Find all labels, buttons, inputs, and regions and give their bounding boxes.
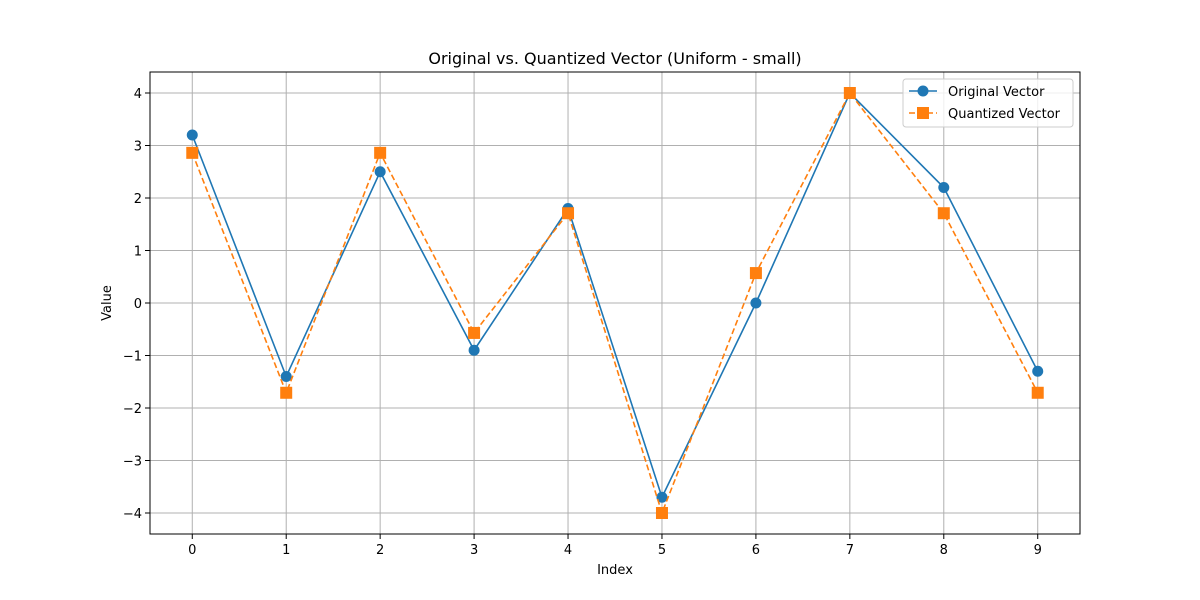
x-tick-label: 9 <box>1034 543 1042 558</box>
data-point <box>280 371 292 382</box>
data-point <box>750 297 762 309</box>
data-point <box>938 182 950 193</box>
x-tick-label: 1 <box>282 543 290 558</box>
legend-label: Quantized Vector <box>948 107 1061 122</box>
y-tick-label: 2 <box>134 192 142 207</box>
legend-marker <box>917 107 929 119</box>
data-point <box>280 386 293 399</box>
series-line <box>191 91 1039 516</box>
y-tick-label: 1 <box>134 245 142 260</box>
data-point <box>843 87 856 99</box>
axis-ticks: 0 1 2 3 4 5 6 7 8 9 −4 −3 −2 −1 0 1 2 3 4 <box>123 87 1042 558</box>
y-tick-label: −4 <box>123 507 142 522</box>
chart-title: Original vs. Quantized Vector (Uniform -… <box>428 49 801 68</box>
x-tick-label: 5 <box>658 543 666 558</box>
data-point <box>186 129 198 141</box>
data-point <box>655 507 668 519</box>
series-original-vector <box>186 87 1044 503</box>
legend-entry: Quantized Vector <box>909 107 1061 122</box>
series-layer <box>186 87 1044 519</box>
data-point <box>1032 365 1044 377</box>
data-point <box>937 207 950 220</box>
series-quantized-vector <box>186 87 1044 519</box>
legend: Original Vector Quantized Vector <box>902 78 1074 128</box>
legend-entry: Original Vector <box>909 85 1045 100</box>
data-point <box>374 146 387 159</box>
data-point <box>468 344 480 356</box>
y-tick-label: 3 <box>134 140 142 155</box>
x-tick-label: 0 <box>188 543 196 558</box>
data-point <box>749 267 762 280</box>
data-point <box>186 146 199 159</box>
data-point <box>656 491 668 503</box>
legend-marker <box>917 85 929 97</box>
x-tick-label: 6 <box>752 543 760 558</box>
series-line <box>191 91 1039 500</box>
y-tick-label: 0 <box>134 297 142 312</box>
x-tick-label: 2 <box>376 543 384 558</box>
data-point <box>374 166 386 178</box>
x-tick-label: 3 <box>470 543 478 558</box>
y-tick-label: 4 <box>134 87 142 102</box>
legend-label: Original Vector <box>948 85 1045 100</box>
x-tick-label: 8 <box>940 543 948 558</box>
legend-box <box>902 78 1074 128</box>
x-tick-label: 4 <box>564 543 572 558</box>
y-tick-label: −3 <box>123 455 142 470</box>
data-point <box>468 326 481 339</box>
data-point <box>1031 386 1044 399</box>
y-axis-title: Value <box>100 285 115 321</box>
x-tick-label: 7 <box>846 543 854 558</box>
data-point <box>562 207 575 220</box>
y-tick-label: −1 <box>123 350 142 365</box>
x-axis-title: Index <box>597 563 633 578</box>
y-tick-label: −2 <box>123 402 142 417</box>
